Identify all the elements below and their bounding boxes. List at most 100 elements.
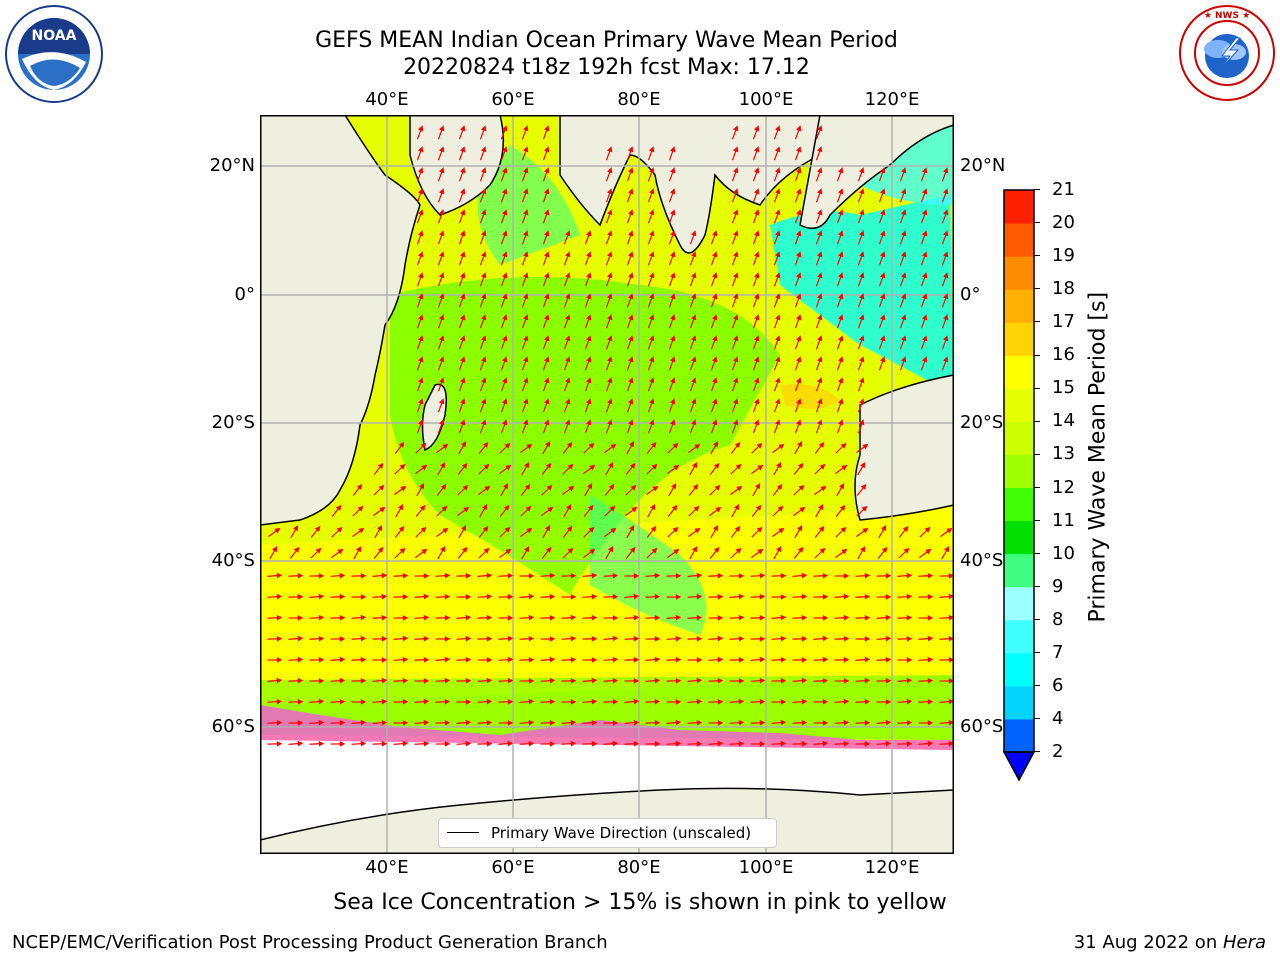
wave-vector-head — [801, 657, 808, 663]
wave-vector-head — [922, 209, 928, 216]
wave-vector-head — [612, 720, 619, 726]
wave-vector-head — [838, 398, 844, 405]
wave-vector-head — [528, 573, 535, 579]
wave-vector-head — [465, 614, 472, 621]
wave-vector-head — [402, 572, 409, 579]
wave-vector-head — [399, 547, 406, 554]
wave-vector-head — [922, 251, 928, 258]
wave-vector-head — [754, 483, 761, 490]
wave-vector-head — [570, 678, 577, 684]
wave-vector-head — [859, 188, 865, 195]
wave-vector-head — [675, 656, 682, 663]
wave-vector-head — [775, 146, 781, 153]
wave-vector-head — [691, 398, 697, 405]
wave-vector-head — [901, 188, 907, 195]
wave-vector-head — [817, 504, 824, 511]
colorbar-tick-mark — [1034, 222, 1040, 224]
wave-vector-head — [864, 741, 871, 747]
wave-vector-head — [754, 125, 760, 132]
wave-vector-head — [544, 398, 550, 405]
wave-vector-head — [675, 594, 682, 600]
wave-direction-vectors — [267, 125, 954, 747]
wave-vector-head — [943, 356, 949, 363]
wave-vector-head — [838, 335, 844, 342]
wave-vector-head — [586, 293, 592, 300]
wave-vector-head — [633, 573, 640, 579]
wave-vector-head — [381, 677, 388, 684]
wave-vector-head — [528, 698, 535, 705]
wave-vector-head — [943, 293, 949, 300]
colorbar-tick-mark — [1034, 486, 1040, 488]
wave-vector-head — [418, 125, 424, 132]
colorbar-tick-mark — [1034, 387, 1040, 389]
wave-vector-head — [822, 594, 829, 600]
wave-vector-head — [906, 741, 913, 747]
wave-vector-head — [817, 188, 823, 195]
wave-vector-head — [276, 657, 283, 663]
wave-vector-head — [586, 377, 592, 384]
wave-vector-head — [927, 677, 934, 684]
wave-vector-head — [523, 546, 530, 553]
wave-vector-head — [570, 573, 577, 579]
wave-vector-head — [859, 293, 865, 300]
wave-vector-head — [780, 594, 787, 600]
wave-vector-head — [418, 335, 424, 342]
wave-vector-head — [775, 230, 781, 237]
wave-vector-head — [481, 377, 487, 384]
wave-vector-head — [796, 419, 802, 426]
colorbar-bin — [1004, 421, 1034, 455]
wave-vector-head — [565, 230, 571, 237]
wave-vector-head — [922, 230, 928, 237]
wave-vector-head — [717, 677, 724, 684]
wave-vector-head — [670, 230, 676, 237]
wave-vector-head — [565, 377, 571, 384]
wave-vector-head — [925, 548, 932, 555]
wave-vector-head — [465, 573, 472, 579]
wave-vector-head — [860, 483, 867, 490]
wave-vector-head — [502, 230, 508, 237]
wave-vector-head — [838, 419, 844, 426]
wave-vector-head — [418, 377, 424, 384]
wave-vector-head — [943, 546, 950, 553]
wave-vector-head — [523, 167, 529, 174]
wave-vector-head — [502, 293, 508, 300]
wave-vector-head — [798, 484, 805, 491]
wave-vector-head — [460, 441, 467, 448]
wave-vector-head — [612, 572, 619, 579]
wave-vector-head — [629, 546, 636, 553]
wave-vector-head — [460, 377, 466, 384]
wave-vector-head — [927, 572, 934, 579]
wave-vector-head — [336, 526, 343, 533]
wave-vector-head — [568, 485, 575, 492]
wave-vector-head — [843, 678, 850, 684]
wave-vector-head — [675, 678, 682, 684]
colorbar-tick-label: 4 — [1052, 707, 1064, 729]
wave-vector-head — [486, 698, 493, 705]
wave-vector-head — [418, 230, 424, 237]
wave-vector-head — [651, 547, 658, 554]
wave-vector-head — [360, 719, 367, 726]
wave-vector-head — [796, 167, 802, 174]
wave-vector-head — [460, 525, 467, 532]
wave-vector-head — [339, 741, 346, 747]
wave-vector-head — [733, 504, 740, 511]
wave-vector-head — [444, 698, 451, 705]
wave-vector-head — [318, 698, 325, 705]
wave-vector-head — [692, 483, 699, 490]
wave-vector-head — [859, 356, 865, 363]
wave-vector-head — [339, 572, 346, 579]
wave-vector-head — [713, 462, 720, 469]
wave-vector-head — [859, 398, 865, 405]
wave-vector-head — [544, 419, 550, 426]
wave-vector-head — [297, 572, 304, 579]
field-mint-central — [590, 495, 707, 635]
wave-vector-head — [733, 293, 739, 300]
wave-vector-head — [927, 740, 934, 747]
wave-vector-head — [504, 526, 511, 533]
wave-vector-head — [482, 525, 489, 532]
wave-vector-head — [523, 377, 529, 384]
wave-vector-head — [801, 614, 808, 621]
wave-vector-head — [754, 377, 760, 384]
wave-vector-head — [439, 462, 446, 469]
wave-vector-head — [628, 356, 634, 363]
